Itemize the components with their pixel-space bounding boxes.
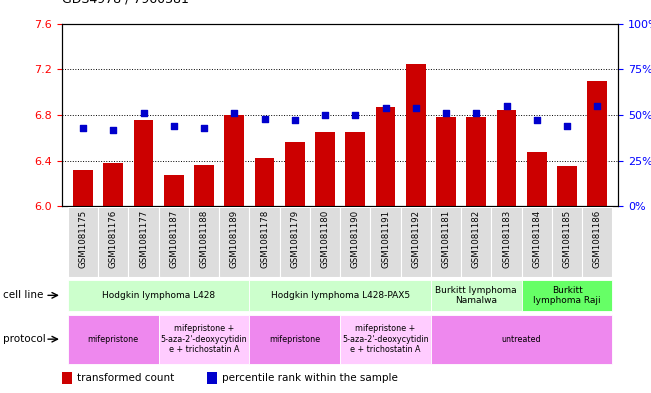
Point xyxy=(501,103,512,109)
Text: GSM1081184: GSM1081184 xyxy=(533,210,541,268)
Bar xyxy=(164,176,184,206)
Bar xyxy=(249,279,431,311)
Bar xyxy=(431,207,461,277)
Bar xyxy=(406,64,426,206)
Bar xyxy=(315,132,335,206)
Bar xyxy=(346,132,365,206)
Text: Hodgkin lymphoma L428-PAX5: Hodgkin lymphoma L428-PAX5 xyxy=(271,291,409,300)
Point xyxy=(108,127,118,133)
Bar xyxy=(189,207,219,277)
Point xyxy=(199,125,209,131)
Bar xyxy=(431,315,613,364)
Point xyxy=(169,123,179,129)
Point xyxy=(78,125,89,131)
Bar xyxy=(436,117,456,206)
Bar xyxy=(73,170,93,206)
Bar xyxy=(587,81,607,206)
Point xyxy=(259,116,270,122)
Bar xyxy=(249,315,340,364)
Bar xyxy=(219,207,249,277)
Text: GSM1081177: GSM1081177 xyxy=(139,210,148,268)
Text: mifepristone +
5-aza-2'-deoxycytidin
e + trichostatin A: mifepristone + 5-aza-2'-deoxycytidin e +… xyxy=(342,324,429,354)
Text: GSM1081180: GSM1081180 xyxy=(320,210,329,268)
Bar xyxy=(521,207,552,277)
Bar xyxy=(467,117,486,206)
Bar xyxy=(206,372,217,384)
Bar xyxy=(461,207,492,277)
Text: GSM1081178: GSM1081178 xyxy=(260,210,269,268)
Point xyxy=(380,105,391,111)
Point xyxy=(138,110,148,116)
Text: GSM1081189: GSM1081189 xyxy=(230,210,239,268)
Bar xyxy=(255,158,274,206)
Text: mifepristone +
5-aza-2'-deoxycytidin
e + trichostatin A: mifepristone + 5-aza-2'-deoxycytidin e +… xyxy=(161,324,247,354)
Point xyxy=(411,105,421,111)
Bar xyxy=(128,207,159,277)
Text: GSM1081192: GSM1081192 xyxy=(411,210,421,268)
Bar xyxy=(159,207,189,277)
Text: GSM1081183: GSM1081183 xyxy=(502,210,511,268)
Text: mifepristone: mifepristone xyxy=(270,335,320,343)
Text: GSM1081191: GSM1081191 xyxy=(381,210,390,268)
Bar xyxy=(497,110,516,206)
Text: GDS4978 / 7960381: GDS4978 / 7960381 xyxy=(62,0,189,6)
Bar xyxy=(492,207,521,277)
Text: GSM1081188: GSM1081188 xyxy=(199,210,208,268)
Text: GSM1081179: GSM1081179 xyxy=(290,210,299,268)
Bar xyxy=(249,207,280,277)
Text: GSM1081182: GSM1081182 xyxy=(472,210,481,268)
Text: Burkitt lymphoma
Namalwa: Burkitt lymphoma Namalwa xyxy=(436,286,517,305)
Text: GSM1081176: GSM1081176 xyxy=(109,210,118,268)
Bar xyxy=(68,279,249,311)
Bar xyxy=(280,207,310,277)
Text: percentile rank within the sample: percentile rank within the sample xyxy=(222,373,398,383)
Text: GSM1081186: GSM1081186 xyxy=(593,210,602,268)
Bar xyxy=(310,207,340,277)
Bar xyxy=(285,142,305,206)
Bar xyxy=(62,372,72,384)
Text: cell line: cell line xyxy=(3,290,44,300)
Bar xyxy=(104,163,123,206)
Bar xyxy=(370,207,400,277)
Bar xyxy=(552,207,582,277)
Bar xyxy=(194,165,214,206)
Text: GSM1081190: GSM1081190 xyxy=(351,210,360,268)
Point xyxy=(562,123,572,129)
Bar xyxy=(98,207,128,277)
Text: Burkitt
lymphoma Raji: Burkitt lymphoma Raji xyxy=(533,286,601,305)
Point xyxy=(441,110,451,116)
Text: mifepristone: mifepristone xyxy=(88,335,139,343)
Point xyxy=(350,112,361,118)
Text: GSM1081187: GSM1081187 xyxy=(169,210,178,268)
Point xyxy=(592,103,602,109)
Bar xyxy=(159,315,249,364)
Text: transformed count: transformed count xyxy=(77,373,174,383)
Bar xyxy=(557,166,577,206)
Text: untreated: untreated xyxy=(502,335,542,343)
Point xyxy=(532,117,542,123)
Bar xyxy=(431,279,521,311)
Bar xyxy=(527,151,547,206)
Text: protocol: protocol xyxy=(3,334,46,344)
Text: Hodgkin lymphoma L428: Hodgkin lymphoma L428 xyxy=(102,291,215,300)
Bar xyxy=(133,119,154,206)
Bar xyxy=(521,279,613,311)
Bar xyxy=(68,315,159,364)
Point xyxy=(290,117,300,123)
Bar xyxy=(340,207,370,277)
Bar xyxy=(376,107,395,206)
Point xyxy=(320,112,330,118)
Bar xyxy=(225,115,244,206)
Text: GSM1081181: GSM1081181 xyxy=(441,210,450,268)
Point xyxy=(471,110,482,116)
Text: GSM1081185: GSM1081185 xyxy=(562,210,572,268)
Bar xyxy=(68,207,98,277)
Point xyxy=(229,110,240,116)
Bar xyxy=(400,207,431,277)
Bar xyxy=(582,207,613,277)
Bar xyxy=(340,315,431,364)
Text: GSM1081175: GSM1081175 xyxy=(79,210,87,268)
